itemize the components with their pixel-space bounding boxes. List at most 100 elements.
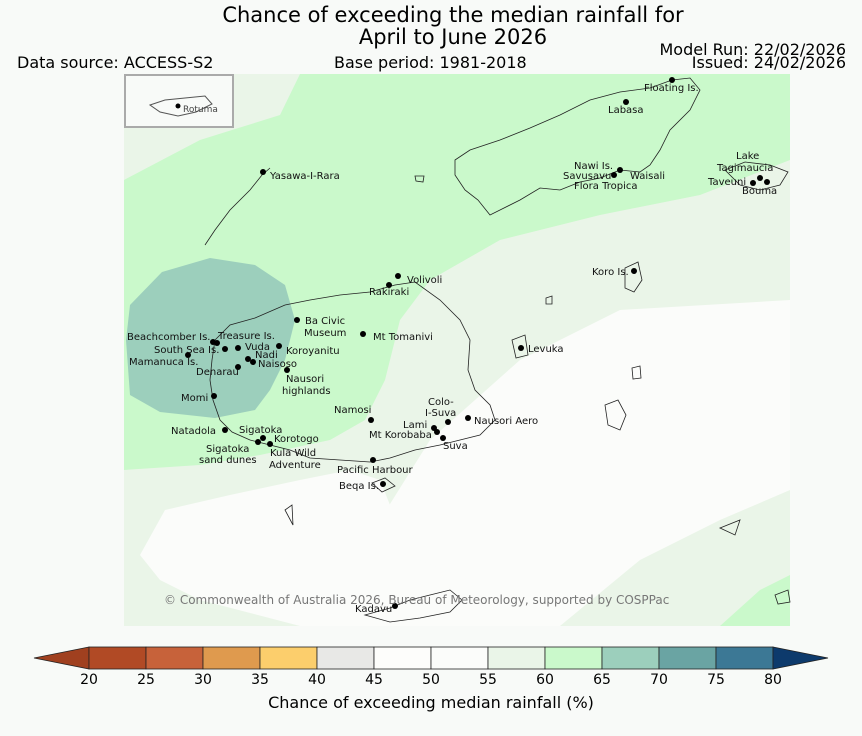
place-label: Tagimaucia bbox=[716, 163, 773, 174]
colorbar-tick-label: 30 bbox=[194, 672, 212, 688]
place-label: Bouma bbox=[742, 186, 777, 197]
colorbar-segment bbox=[202, 646, 261, 670]
colorbar-tick-label: 70 bbox=[650, 672, 668, 688]
gau-coast bbox=[604, 399, 627, 431]
place-label: Koro Is. bbox=[592, 267, 629, 278]
place-label: Lami bbox=[403, 420, 427, 431]
island-east bbox=[631, 365, 642, 380]
zone-55-60-se bbox=[560, 490, 790, 626]
place-label: Labasa bbox=[608, 105, 644, 116]
colorbar-segment bbox=[601, 646, 660, 670]
colorbar bbox=[33, 646, 829, 670]
place-label: Kadavu bbox=[355, 604, 392, 615]
model-run-label: Model Run: 22/02/2026 bbox=[659, 40, 847, 59]
place-label: Floating Is. bbox=[644, 83, 699, 94]
rotuma-inset: Rotuma bbox=[124, 74, 234, 128]
place-label: Savusavu bbox=[563, 171, 611, 182]
place-label: Beqa Is. bbox=[339, 481, 379, 492]
viti-levu-coast bbox=[209, 281, 496, 463]
probability-shading bbox=[124, 74, 790, 626]
zone-65-70 bbox=[126, 258, 295, 418]
place-label: Mt Tomanivi bbox=[373, 332, 433, 343]
place-label: highlands bbox=[282, 386, 331, 397]
place-label: Pacific Harbour bbox=[337, 465, 414, 476]
place-label: Yasawa-I-Rara bbox=[269, 171, 340, 182]
place-label: Nadi bbox=[255, 350, 278, 361]
island-s bbox=[284, 504, 294, 526]
colorbar-segment bbox=[316, 646, 375, 670]
place-label: Colo- bbox=[428, 397, 454, 408]
place-label: Beachcomber Is. bbox=[127, 332, 210, 343]
place-labels: Floating Is. Labasa Yasawa-I-Rara Nawi I… bbox=[127, 83, 777, 615]
issued-label: Issued: 24/02/2026 bbox=[691, 53, 846, 72]
place-label: Ba Civic bbox=[305, 316, 345, 327]
map-title-line2: April to June 2026 bbox=[358, 25, 548, 49]
place-label: Adventure bbox=[269, 460, 321, 471]
colorbar-tick-label: 45 bbox=[365, 672, 383, 688]
colorbar-tick-label: 65 bbox=[593, 672, 611, 688]
colorbar-segment bbox=[544, 646, 603, 670]
island-north bbox=[414, 175, 425, 183]
map-title-line1: Chance of exceeding the median rainfall … bbox=[222, 3, 684, 27]
place-label: Nausori Aero bbox=[474, 416, 538, 427]
place-label: Levuka bbox=[528, 344, 564, 355]
place-label: Lake bbox=[736, 151, 759, 162]
colorbar-segment bbox=[88, 646, 147, 670]
place-label: Vuda bbox=[245, 342, 270, 353]
colorbar-tick-label: 60 bbox=[536, 672, 554, 688]
place-label: Flora Tropica bbox=[574, 181, 637, 192]
zone-60-65-se bbox=[720, 575, 790, 626]
koro-coast bbox=[624, 261, 643, 293]
island-se bbox=[718, 519, 741, 536]
colorbar-segment bbox=[145, 646, 204, 670]
colorbar-tick-label: 80 bbox=[764, 672, 782, 688]
place-label: Natadola bbox=[171, 426, 216, 437]
place-label: Sigatoka bbox=[239, 425, 282, 436]
place-label: Koroyanitu bbox=[286, 346, 340, 357]
taveuni-coast bbox=[724, 161, 789, 191]
place-label: Denarau bbox=[196, 367, 239, 378]
colorbar-tick-label: 25 bbox=[137, 672, 155, 688]
colorbar-tick-label: 50 bbox=[422, 672, 440, 688]
zone-60-65 bbox=[124, 74, 790, 470]
kadavu-coast bbox=[363, 589, 463, 623]
vanua-levu-coast bbox=[454, 77, 701, 216]
place-label: Sigatoka bbox=[206, 444, 249, 455]
colorbar-tick-label: 75 bbox=[707, 672, 725, 688]
colorbar-tick-label: 40 bbox=[308, 672, 326, 688]
beqa-coast bbox=[371, 477, 396, 493]
place-label: Nawi Is. bbox=[574, 161, 613, 172]
colorbar-segment bbox=[715, 646, 774, 670]
island-far-se bbox=[774, 589, 791, 605]
place-label: Rakiraki bbox=[369, 287, 409, 298]
ovalau-coast bbox=[511, 334, 529, 359]
colorbar-segment bbox=[373, 646, 432, 670]
data-source-label: Data source: ACCESS-S2 bbox=[17, 53, 214, 72]
colorbar-tick-label: 55 bbox=[479, 672, 497, 688]
place-label: Taveuni bbox=[707, 177, 746, 188]
colorbar-title: Chance of exceeding median rainfall (%) bbox=[268, 693, 594, 712]
colorbar-segment bbox=[658, 646, 717, 670]
place-label: Suva bbox=[443, 441, 468, 452]
place-label: Namosi bbox=[334, 405, 371, 416]
colorbar-segment bbox=[259, 646, 318, 670]
colorbar-segment bbox=[487, 646, 546, 670]
place-label: South Sea Is. bbox=[154, 345, 219, 356]
colorbar-extend-low bbox=[33, 646, 90, 670]
colorbar-segment bbox=[430, 646, 489, 670]
place-label: Museum bbox=[304, 328, 346, 339]
place-label: Kula Wild bbox=[270, 448, 316, 459]
colorbar-tick-label: 35 bbox=[251, 672, 269, 688]
place-label: Nausori bbox=[286, 374, 324, 385]
place-label: Waisali bbox=[630, 171, 665, 182]
colorbar-extend-high bbox=[772, 646, 829, 670]
place-markers bbox=[185, 77, 770, 609]
place-label: Naisoso bbox=[258, 359, 297, 370]
place-label: Treasure Is. bbox=[217, 331, 275, 342]
island-mid bbox=[545, 295, 553, 305]
place-label: sand dunes bbox=[199, 455, 257, 466]
base-period-label: Base period: 1981-2018 bbox=[334, 53, 527, 72]
place-label: I-Suva bbox=[425, 408, 456, 419]
place-label: Momi bbox=[181, 393, 208, 404]
